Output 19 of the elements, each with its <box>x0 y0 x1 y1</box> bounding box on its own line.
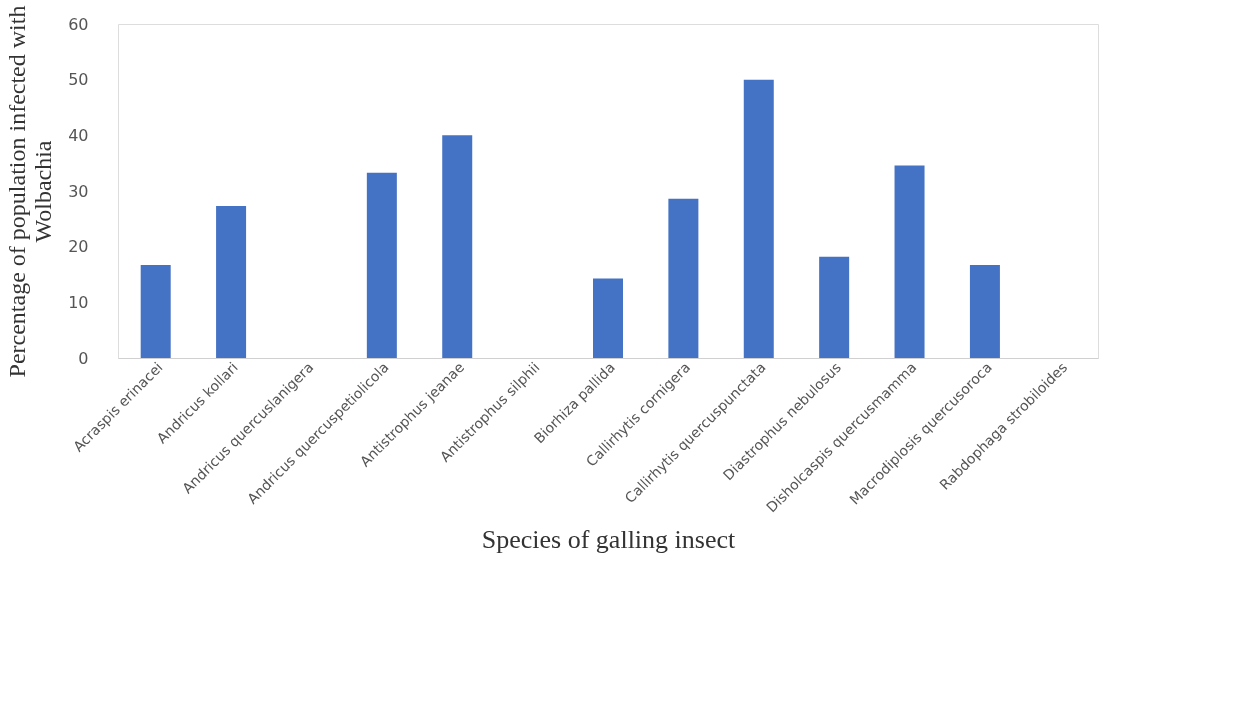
y-axis-title: Percentage of population infected with Wolbachia <box>4 5 57 378</box>
bar <box>140 265 171 358</box>
bar <box>969 265 1000 358</box>
bar <box>819 256 850 358</box>
bar <box>668 198 699 358</box>
y-tick-label: 20 <box>68 237 89 257</box>
y-tick-label: 30 <box>68 181 89 201</box>
y-tick-label: 10 <box>68 292 89 312</box>
y-tick-label: 50 <box>68 70 89 90</box>
y-tick-label: 0 <box>78 348 89 368</box>
bar <box>894 165 925 358</box>
bar <box>366 172 397 358</box>
x-axis-title: Species of galling insect <box>481 525 736 555</box>
y-tick-label: 40 <box>68 125 89 145</box>
bar <box>743 79 774 358</box>
bar <box>442 135 473 358</box>
bar <box>216 206 247 358</box>
y-tick-label: 60 <box>68 14 89 34</box>
bar <box>593 278 623 358</box>
